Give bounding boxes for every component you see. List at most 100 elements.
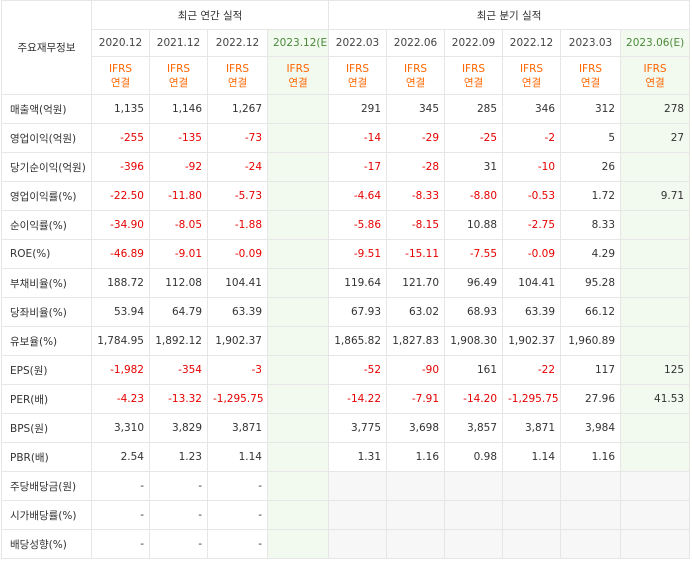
quarterly-value-cell: -7.91 [386, 384, 446, 414]
annual-value-cell: -8.05 [149, 210, 208, 240]
quarterly-value-cell: -10 [502, 152, 562, 182]
quarterly-value-cell: -29 [386, 123, 446, 153]
quarterly-value-cell: 3,871 [502, 413, 562, 443]
consolidation-basis: 연결 [347, 76, 368, 89]
annual-value-cell: -1,982 [91, 355, 150, 385]
quarterly-value-cell: 3,857 [444, 413, 504, 443]
quarterly-value-cell: -14.20 [444, 384, 504, 414]
annual-value-cell: 1,146 [149, 94, 208, 124]
annual-value-cell [266, 123, 330, 153]
quarterly-value-cell: 161 [444, 355, 504, 385]
consolidation-basis: 연결 [227, 76, 248, 89]
annual-value-cell: -135 [149, 123, 208, 153]
accounting-standard: IFRS [108, 62, 133, 75]
row-label: 영업이익률(%) [1, 181, 92, 211]
annual-results-header: 최근 연간 실적 [90, 0, 330, 30]
row-label: 당기순이익(억원) [1, 152, 92, 182]
table-row: 순이익률(%) -34.90 -8.05 -1.88 -5.86 -8.15 10.88 -2… [1, 210, 691, 240]
quarterly-value-cell: 96.49 [444, 268, 504, 298]
accounting-standard: IFRS [519, 62, 544, 75]
row-label: 주당배당금(원) [1, 471, 92, 501]
row-label: PER(배) [1, 384, 92, 414]
quarterly-value-cell: 1.14 [502, 442, 562, 472]
annual-value-cell [266, 297, 330, 327]
quarterly-value-cell: 41.53 [620, 384, 691, 414]
quarterly-value-cell: 121.70 [386, 268, 446, 298]
annual-value-cell: - [149, 529, 208, 559]
annual-value-cell: - [149, 471, 208, 501]
quarterly-value-cell: 1.72 [560, 181, 622, 211]
annual-value-cell: -46.89 [91, 239, 150, 269]
annual-value-cell: -11.80 [149, 181, 208, 211]
quarterly-value-cell: 1.16 [386, 442, 446, 472]
table-row: BPS(원) 3,310 3,829 3,871 3,775 3,698 3,857 3,87… [1, 413, 691, 443]
table-row: 유보율(%) 1,784.95 1,892.12 1,902.37 1,865.82 1,… [1, 326, 691, 356]
quarterly-value-cell [560, 529, 622, 559]
accounting-standard: IFRS [286, 62, 310, 75]
consolidation-basis: 연결 [110, 76, 131, 89]
quarterly-value-cell: 0.98 [444, 442, 504, 472]
annual-value-cell: 1,135 [91, 94, 150, 124]
consolidation-basis: 연결 [645, 76, 665, 89]
annual-value-cell: -354 [149, 355, 208, 385]
annual-value-cell: 64.79 [149, 297, 208, 327]
quarterly-value-cell: -52 [328, 355, 388, 385]
annual-value-cell: -92 [149, 152, 208, 182]
annual-value-cell: 112.08 [149, 268, 208, 298]
quarterly-value-cell: 67.93 [328, 297, 388, 327]
quarterly-value-cell [620, 239, 691, 269]
row-label: EPS(원) [1, 355, 92, 385]
quarterly-value-cell: 8.33 [560, 210, 622, 240]
quarterly-value-cell: -4.64 [328, 181, 388, 211]
row-label: 유보율(%) [1, 326, 92, 356]
table-row: 영업이익률(%) -22.50 -11.80 -5.73 -4.64 -8.33 -8.80… [1, 181, 691, 211]
consolidation-basis: 연결 [463, 76, 484, 89]
annual-value-cell: 104.41 [207, 268, 268, 298]
quarterly-value-cell: -9.51 [328, 239, 388, 269]
quarterly-value-cell: -8.33 [386, 181, 446, 211]
row-label: 시가배당률(%) [1, 500, 92, 530]
quarterly-value-cell [620, 152, 691, 182]
annual-value-cell: -73 [207, 123, 268, 153]
quarterly-value-cell: 68.93 [444, 297, 504, 327]
quarterly-value-cell [386, 529, 446, 559]
quarterly-value-cell: -90 [386, 355, 446, 385]
quarterly-value-cell: 1,827.83 [386, 326, 446, 356]
quarterly-value-cell: 27.96 [560, 384, 622, 414]
annual-value-cell: -0.09 [207, 239, 268, 269]
quarterly-value-cell [620, 471, 691, 501]
annual-value-cell: -1.88 [207, 210, 268, 240]
quarterly-period-header: 2023.03 [560, 29, 622, 57]
quarterly-period-header: 2023.06(E) [620, 29, 691, 57]
quarterly-value-cell: 125 [620, 355, 691, 385]
quarterly-value-cell [386, 471, 446, 501]
annual-value-cell: 3,871 [207, 413, 268, 443]
row-label: 순이익률(%) [1, 210, 92, 240]
row-label: ROE(%) [1, 239, 92, 269]
quarterly-value-cell: -7.55 [444, 239, 504, 269]
accounting-basis-label: IFRS 연결 [560, 56, 622, 95]
quarterly-value-cell: 9.71 [620, 181, 691, 211]
annual-value-cell: -13.32 [149, 384, 208, 414]
annual-value-cell: 1.23 [149, 442, 208, 472]
quarterly-value-cell: 119.64 [328, 268, 388, 298]
quarterly-value-cell: -2.75 [502, 210, 562, 240]
quarterly-value-cell: -1,295.75 [502, 384, 562, 414]
quarterly-value-cell [502, 471, 562, 501]
quarterly-value-cell [328, 471, 388, 501]
accounting-standard: IFRS [225, 62, 250, 75]
period-header-row: 2020.12 2021.12 2022.12 2023.12(E) 2022.03 20… [2, 29, 691, 57]
accounting-basis-label: IFRS 연결 [386, 56, 446, 95]
quarterly-value-cell: -8.15 [386, 210, 446, 240]
annual-value-cell: - [207, 500, 268, 530]
annual-value-cell [266, 384, 330, 414]
annual-value-cell: - [207, 471, 268, 501]
quarterly-value-cell: -8.80 [444, 181, 504, 211]
quarterly-value-cell [620, 413, 691, 443]
quarterly-value-cell: 1.16 [560, 442, 622, 472]
annual-value-cell: 188.72 [91, 268, 150, 298]
quarterly-value-cell: 3,984 [560, 413, 622, 443]
quarterly-period-header: 2022.09 [444, 29, 504, 57]
annual-value-cell: 1.14 [207, 442, 268, 472]
